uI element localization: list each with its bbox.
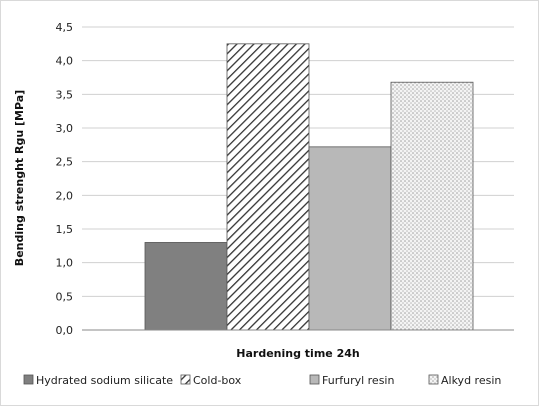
x-axis-title: Hardening time 24h	[236, 347, 359, 360]
legend-swatch	[23, 374, 34, 385]
y-tick-label: 1,5	[56, 223, 74, 236]
legend-label: Hydrated sodium silicate	[36, 374, 173, 387]
y-tick-label: 2,0	[56, 189, 74, 202]
legend-swatch	[309, 374, 320, 385]
legend-label: Alkyd resin	[441, 374, 501, 387]
y-tick-label: 0,0	[56, 324, 74, 337]
bar-alkyd-resin	[390, 81, 474, 331]
y-axis-title: Bending strenght Rgu [MPa]	[13, 90, 26, 266]
legend: Hydrated sodium silicate Cold-box Furfuryl…	[23, 374, 501, 387]
legend-label: Furfuryl resin	[322, 374, 394, 387]
bar-cold-box	[226, 43, 310, 331]
bar-hydrated-sodium-silicate	[144, 242, 228, 331]
y-tick-label: 0,5	[56, 290, 74, 303]
y-tick-label: 1,0	[56, 257, 74, 270]
bars	[144, 43, 474, 331]
y-tick-label: 2,5	[56, 156, 74, 169]
y-tick-label: 4,0	[56, 55, 74, 68]
bar-furfuryl-resin	[308, 146, 392, 331]
y-tick-label: 3,5	[56, 88, 74, 101]
y-tick-label: 3,0	[56, 122, 74, 135]
legend-swatch	[180, 374, 191, 385]
y-tick-labels: 0,0 0,5 1,0 1,5 2,0 2,5 3,0 3,5 4,0 4,5	[56, 21, 74, 337]
y-tick-label: 4,5	[56, 21, 74, 34]
legend-label: Cold-box	[193, 374, 242, 387]
legend-swatch	[428, 374, 439, 385]
